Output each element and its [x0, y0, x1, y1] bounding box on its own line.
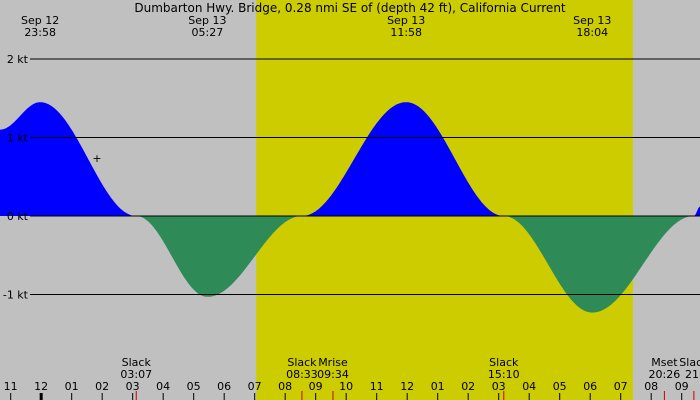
x-tick-label: 01 [431, 380, 445, 393]
x-tick-label: 03 [126, 380, 140, 393]
x-tick-label: 06 [583, 380, 597, 393]
x-tick-label: 01 [65, 380, 79, 393]
extreme-date-label: Sep 12 [21, 14, 59, 27]
axis-labels: 2 kt 1 kt 0 kt -1 kt 11 12 01 02 03 04 05 06 07 08 09 1… [3, 53, 689, 393]
extreme-time-label: 11:58 [390, 26, 422, 39]
event-name-label: Slack [122, 356, 152, 369]
y-tick-label: 1 kt [7, 132, 29, 145]
event-time-label: 21: [685, 368, 700, 381]
extreme-time-label: 05:27 [192, 26, 224, 39]
grid-lines [10, 58, 700, 400]
y-tick-label: -1 kt [3, 289, 29, 302]
x-tick-label: 12 [34, 380, 48, 393]
event-name-label: Slack [287, 356, 317, 369]
ebb-current-area [136, 216, 302, 297]
x-tick-label: 07 [248, 380, 262, 393]
ebb-current-area [503, 216, 694, 313]
x-tick-label: 08 [644, 380, 658, 393]
x-tick-label: 11 [4, 380, 18, 393]
cursor-crosshair-marker: + [92, 152, 101, 165]
event-name-label: Mrise [318, 356, 348, 369]
event-labels: Slack03:07Slack08:33Mrise09:34Slack15:10… [120, 356, 700, 400]
extreme-date-label: Sep 13 [573, 14, 611, 27]
y-tick-label: 0 kt [7, 210, 29, 223]
event-time-label: 20:26 [649, 368, 681, 381]
event-name-label: Slack [489, 356, 519, 369]
event-name-label: Slack [679, 356, 700, 369]
extreme-time-label: 18:04 [576, 26, 608, 39]
x-tick-label: 07 [614, 380, 628, 393]
x-tick-label: 02 [461, 380, 475, 393]
x-tick-label: 06 [217, 380, 231, 393]
x-tick-label: 04 [522, 380, 536, 393]
extreme-date-label: Sep 13 [387, 14, 425, 27]
chart-title: Dumbarton Hwy. Bridge, 0.28 nmi SE of (d… [134, 1, 566, 15]
extreme-date-label: Sep 13 [188, 14, 226, 27]
y-tick-label: 2 kt [7, 53, 29, 66]
x-tick-label: 02 [95, 380, 109, 393]
event-time-label: 15:10 [488, 368, 520, 381]
event-time-label: 08:33 [286, 368, 318, 381]
x-tick-label: 10 [339, 380, 353, 393]
x-tick-label: 09 [675, 380, 689, 393]
x-tick-label: 09 [309, 380, 323, 393]
flood-current-area [693, 206, 700, 216]
event-time-label: 03:07 [120, 368, 152, 381]
x-tick-label: 05 [553, 380, 567, 393]
x-tick-label: 11 [370, 380, 384, 393]
flood-current-area [0, 102, 137, 216]
x-tick-label: 08 [278, 380, 292, 393]
x-tick-label: 12 [400, 380, 414, 393]
current-speed-areas [0, 102, 700, 313]
event-time-label: 09:34 [317, 368, 349, 381]
x-tick-label: 03 [492, 380, 506, 393]
extreme-time-label: 23:58 [24, 26, 56, 39]
event-name-label: Mset [651, 356, 678, 369]
x-tick-label: 05 [187, 380, 201, 393]
flood-current-area [302, 102, 504, 216]
x-tick-label: 04 [156, 380, 170, 393]
